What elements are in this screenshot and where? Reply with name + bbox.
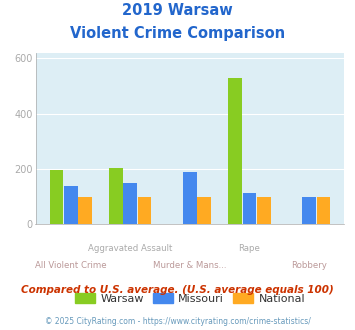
Bar <box>50 170 63 224</box>
Text: Robbery: Robbery <box>291 260 327 270</box>
Text: Rape: Rape <box>239 244 261 253</box>
Text: 2019 Warsaw: 2019 Warsaw <box>122 3 233 18</box>
Bar <box>138 197 152 224</box>
Text: Murder & Mans...: Murder & Mans... <box>153 260 227 270</box>
Text: Violent Crime Comparison: Violent Crime Comparison <box>70 26 285 41</box>
Text: Compared to U.S. average. (U.S. average equals 100): Compared to U.S. average. (U.S. average … <box>21 285 334 295</box>
Bar <box>183 172 197 224</box>
Bar <box>317 197 330 224</box>
Bar <box>124 183 137 224</box>
Bar <box>197 197 211 224</box>
Text: All Violent Crime: All Violent Crime <box>35 260 106 270</box>
Text: Aggravated Assault: Aggravated Assault <box>88 244 173 253</box>
Bar <box>243 193 256 224</box>
Bar <box>64 186 77 224</box>
Text: © 2025 CityRating.com - https://www.cityrating.com/crime-statistics/: © 2025 CityRating.com - https://www.city… <box>45 317 310 326</box>
Bar <box>302 197 316 224</box>
Bar <box>257 197 271 224</box>
Bar <box>109 168 123 224</box>
Legend: Warsaw, Missouri, National: Warsaw, Missouri, National <box>70 288 310 308</box>
Bar <box>228 78 242 224</box>
Bar <box>78 197 92 224</box>
